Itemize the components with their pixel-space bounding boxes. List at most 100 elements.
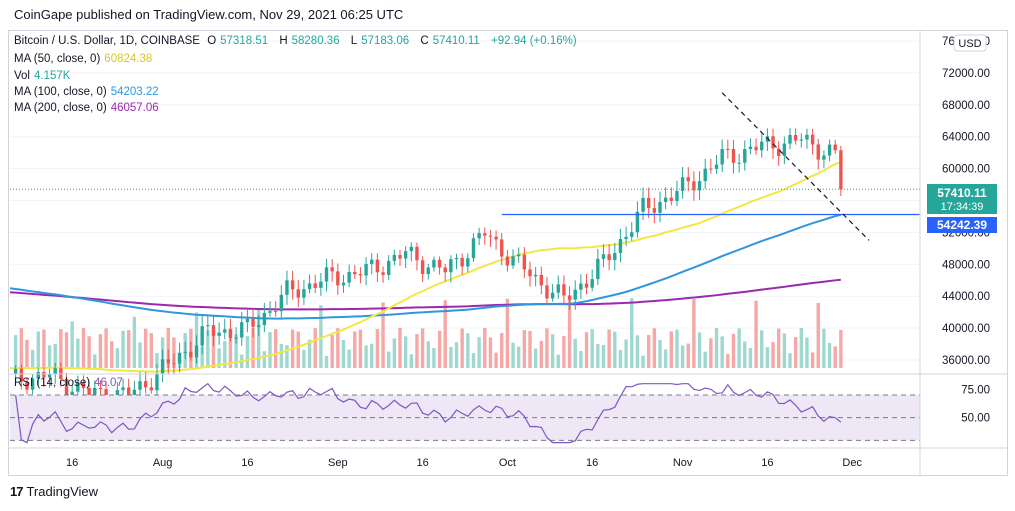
volume-bar [505, 298, 510, 368]
time-tick: Aug [153, 457, 173, 469]
volume-bar [449, 346, 453, 368]
candle-body [200, 326, 204, 346]
candle-body [799, 139, 803, 141]
volume-bar [81, 328, 86, 368]
time-tick: 16 [241, 457, 253, 469]
volume-bar [788, 353, 792, 368]
volume-bar [697, 332, 702, 368]
volume-bar [47, 345, 52, 368]
legend-rsi[interactable]: RSI (14, close) 46.07 [14, 377, 123, 389]
candle-body [245, 318, 250, 323]
volume-bar [387, 351, 391, 368]
volume-bar [347, 349, 351, 368]
volume-bar [166, 328, 170, 368]
candle-body [607, 254, 611, 261]
candle-body [460, 257, 464, 267]
volume-bar [692, 299, 696, 368]
volume-bar [296, 331, 300, 368]
volume-bar [839, 329, 843, 368]
candle-body [36, 371, 40, 379]
rsi-levels [10, 394, 920, 441]
footer[interactable]: 17 TradingView [10, 484, 98, 499]
volume-bar [596, 344, 600, 368]
candle-body [488, 235, 493, 237]
candle-body [517, 254, 521, 257]
candle-body [324, 267, 329, 282]
volume-bar [584, 332, 589, 368]
candle-body [449, 259, 453, 273]
volume-bar [172, 337, 176, 368]
candle-body [760, 141, 764, 151]
candle-body [387, 260, 391, 275]
volume-bar [115, 348, 120, 368]
legend-ma100[interactable]: MA (100, close, 0) 54203.22 [14, 86, 159, 98]
volume-bar [285, 345, 289, 368]
volume-bar [353, 331, 357, 368]
candle-body [143, 381, 148, 388]
price-tick: 68000.00 [942, 100, 990, 112]
price-tick: 72000.00 [942, 68, 990, 80]
volume-bar [358, 329, 363, 368]
candle-body [403, 251, 408, 259]
volume-bar [93, 354, 97, 368]
price-tick: 60000.00 [942, 164, 990, 176]
candle-body [364, 263, 368, 276]
volume-bar [25, 339, 29, 368]
volume-bar [494, 352, 498, 368]
volume-bar [726, 354, 730, 368]
legend-ma50[interactable]: MA (50, close, 0) 60824.38 [14, 53, 153, 65]
time-tick: Dec [842, 457, 862, 469]
symbol-name[interactable]: Bitcoin / U.S. Dollar, 1D, COINBASE [14, 35, 200, 47]
candle-body [793, 134, 798, 141]
volume-bar [234, 334, 238, 368]
candle-body [692, 181, 696, 191]
candle-body [262, 312, 267, 326]
candle-body [596, 258, 600, 280]
candle-body [658, 201, 662, 213]
candle-body [601, 254, 606, 259]
candle-body [268, 311, 272, 313]
volume-bar [737, 328, 741, 368]
volume-bar [714, 328, 719, 368]
candle-body [341, 282, 346, 286]
volume-bar [680, 345, 685, 368]
candle-body [782, 143, 787, 156]
footer-brand: TradingView [26, 484, 99, 499]
volume-bar [426, 341, 430, 368]
candles [13, 128, 843, 412]
volume-bar [748, 347, 753, 368]
volume-bar [647, 334, 651, 368]
volume-bar [471, 353, 476, 368]
candle-body [13, 368, 18, 375]
volume-bar [765, 347, 770, 368]
candle-body [810, 134, 815, 145]
rsi-value: 46.07 [94, 377, 123, 389]
volume-bar [686, 343, 690, 368]
ma50-value: 60824.38 [104, 53, 153, 65]
volume-bar [409, 354, 413, 368]
volume-bar [760, 330, 764, 368]
volume-bar [268, 332, 272, 368]
candle-body [392, 255, 397, 261]
candle-body [505, 256, 510, 266]
rsi-line [15, 382, 842, 444]
volume-bar [302, 349, 306, 368]
candle-body [53, 368, 57, 375]
volume-bar [132, 316, 137, 368]
volume-bar [731, 333, 736, 368]
tradingview-logo-icon: 17 [10, 484, 24, 499]
time-tick: 16 [416, 457, 428, 469]
legend-ma200[interactable]: MA (200, close, 0) 46057.06 [14, 102, 159, 114]
legend-vol[interactable]: Vol 4.157K [14, 70, 71, 82]
volume-bar [641, 355, 645, 368]
volume-bar [36, 331, 40, 368]
candle-body [234, 337, 238, 339]
candle-body [70, 391, 74, 396]
currency-button[interactable] [953, 34, 987, 52]
volume-bar [437, 330, 442, 368]
volume-bar [810, 352, 815, 368]
candle-body [257, 325, 261, 327]
candle-body [805, 134, 809, 140]
candle-body [720, 149, 724, 165]
